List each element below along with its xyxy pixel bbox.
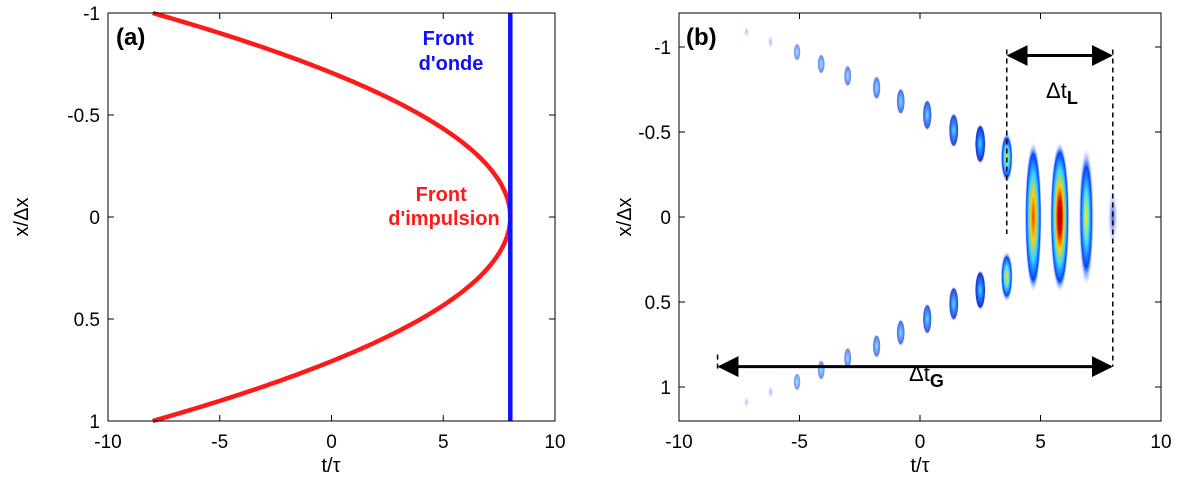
lower-branch-blob [793, 373, 801, 391]
panel-a-xtick-label: 10 [544, 432, 565, 453]
lower-branch-blob [896, 319, 905, 346]
panel-a-xtick-label: -5 [211, 432, 228, 453]
delta-t-L-label: ΔtL [1046, 78, 1078, 108]
upper-branch-blob [817, 54, 825, 74]
upper-branch-blob [896, 88, 905, 115]
panel-b-ticks: -10 -5 0 5 10 -1 -0.5 0 0.5 1 [638, 13, 1172, 453]
pulse-front-label-line1: Front [416, 184, 467, 206]
central-blob [1106, 183, 1119, 251]
panel-a-xtick-label: 0 [326, 432, 337, 453]
central-blob [1078, 145, 1094, 289]
lower-branch-blob [922, 303, 932, 335]
panel-a-xlabel: t/τ [321, 455, 340, 477]
panel-b-xtick-label: 0 [915, 432, 926, 453]
panel-a-ylabel: x/Δx [11, 198, 33, 237]
wave-front-label-line2: d'onde [419, 53, 484, 75]
panel-b-ytick-label: 0 [660, 208, 671, 229]
lower-branch-blob [948, 286, 959, 322]
upper-branch-blob [743, 24, 750, 39]
upper-branch-blob [872, 75, 881, 100]
panel-a: -10 -5 0 5 10 -1 -0.5 0 0.5 1 (a) t/τ x/Δx Front … [11, 4, 566, 477]
panel-a-ticks: -10 -5 0 5 10 -1 -0.5 0 0.5 1 [67, 4, 565, 453]
panel-a-ytick-label: -1 [83, 4, 100, 25]
upper-branch-blob [948, 112, 959, 148]
delta-t-G-label: ΔtG [909, 361, 944, 391]
pulse-front-label: Front d'impulsion [388, 184, 499, 230]
upper-branch-blob [843, 65, 852, 87]
panel-b-ytick-label: -1 [654, 38, 671, 59]
panel-b: -10 -5 0 5 10-1-0.500.51 (b) t/τ x/Δx ΔtL Δt… [614, 12, 1172, 477]
lower-branch-blob [817, 360, 825, 380]
panel-a-xtick-label: -10 [94, 432, 121, 453]
upper-branch-blob [793, 43, 801, 61]
pulse-front-label-line2: d'impulsion [388, 208, 499, 230]
panel-a-ytick-label: 0 [89, 208, 100, 229]
panel-b-ylabel: x/Δx [614, 198, 636, 237]
delta-t-G-symbol: Δt [909, 361, 930, 386]
panel-b-ytick-label: 1 [660, 378, 671, 399]
delta-t-L-subscript: L [1067, 88, 1078, 108]
panel-b-xtick-label: -5 [791, 432, 808, 453]
upper-branch-blob [767, 33, 774, 50]
panel-b-xtick-label: -10 [665, 432, 692, 453]
panel-a-ytick-label: -0.5 [67, 106, 100, 127]
upper-branch-blob [974, 123, 986, 164]
lower-branch-blob [767, 384, 774, 401]
panel-b-label: (b) [686, 24, 717, 51]
panel-a-label: (a) [116, 24, 145, 51]
central-blob [1050, 140, 1070, 294]
panel-a-ytick-label: 0.5 [74, 310, 100, 331]
panel-b-xtick-label: 10 [1150, 432, 1171, 453]
panel-b-xlabel: t/τ [910, 455, 929, 477]
lower-branch-blob [974, 270, 986, 311]
panel-a-ytick-label: 1 [89, 412, 100, 433]
lower-branch-blob [743, 395, 750, 410]
panel-b-ytick-label: -0.5 [638, 123, 671, 144]
panel-b-ytick-label: 0.5 [645, 293, 671, 314]
delta-t-L-symbol: Δt [1046, 78, 1067, 103]
panel-a-plot-area [152, 10, 513, 424]
delta-t-G-subscript: G [930, 371, 944, 391]
upper-branch-blob [922, 99, 932, 131]
wave-front-label: Front d'onde [419, 28, 484, 75]
lower-branch-blob [872, 334, 881, 359]
panel-a-xtick-label: 5 [438, 432, 449, 453]
lower-branch-blob [1000, 250, 1013, 303]
panel-b-plot-area [716, 24, 1119, 410]
panel-b-xtick-label: 5 [1035, 432, 1046, 453]
central-blob [1024, 140, 1042, 294]
wave-front-label-line1: Front [423, 28, 474, 50]
